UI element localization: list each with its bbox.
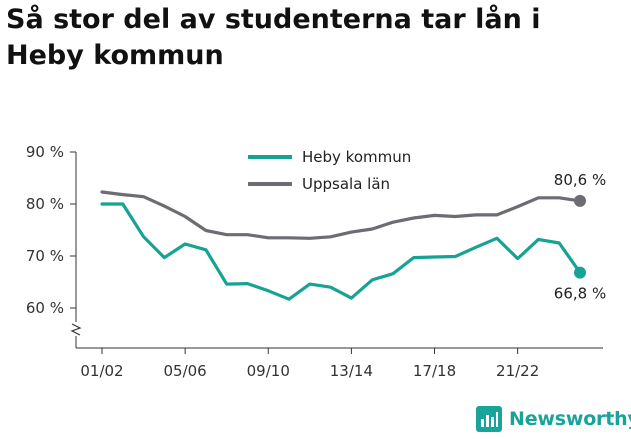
end-marker-heby-kommun [574, 266, 586, 279]
y-tick-label: 70 % [26, 247, 64, 265]
y-tick-label: 60 % [26, 299, 64, 317]
x-axis: 01/02 05/06 09/10 13/14 17/18 21/22 [76, 347, 603, 380]
legend-label: Uppsala län [302, 175, 390, 193]
y-axis: 60 % 70 % 80 % 90 % [26, 143, 82, 348]
series-line-heby-kommun [100, 202, 582, 301]
legend-label: Heby kommun [302, 148, 411, 166]
x-tick-label: 21/22 [496, 362, 539, 380]
x-tick-label: 17/18 [413, 362, 456, 380]
x-tick-label: 13/14 [330, 362, 373, 380]
newsworthy-logo-icon [476, 406, 502, 432]
chart-title: Så stor del av studenterna tar lån i Heb… [6, 4, 541, 71]
x-tick-label: 09/10 [247, 362, 290, 380]
series-line-uppsala-län [100, 190, 582, 240]
axis-break-mark [70, 323, 82, 336]
x-tick-label: 01/02 [80, 362, 123, 380]
legend: Heby kommun Uppsala län [248, 148, 411, 193]
y-tick-label: 90 % [26, 143, 64, 161]
end-marker-uppsala-län [574, 194, 586, 207]
end-label-heby-kommun: 66,8 % [554, 285, 606, 303]
brand-name: Newsworthy [509, 408, 631, 430]
newsworthy-brand: Newsworthy [476, 406, 631, 432]
x-tick-label: 05/06 [164, 362, 207, 380]
end-label-uppsala-län: 80,6 % [554, 171, 606, 189]
y-tick-label: 80 % [26, 195, 64, 213]
series-layer: 80,6 % 66,8 % [100, 171, 606, 303]
